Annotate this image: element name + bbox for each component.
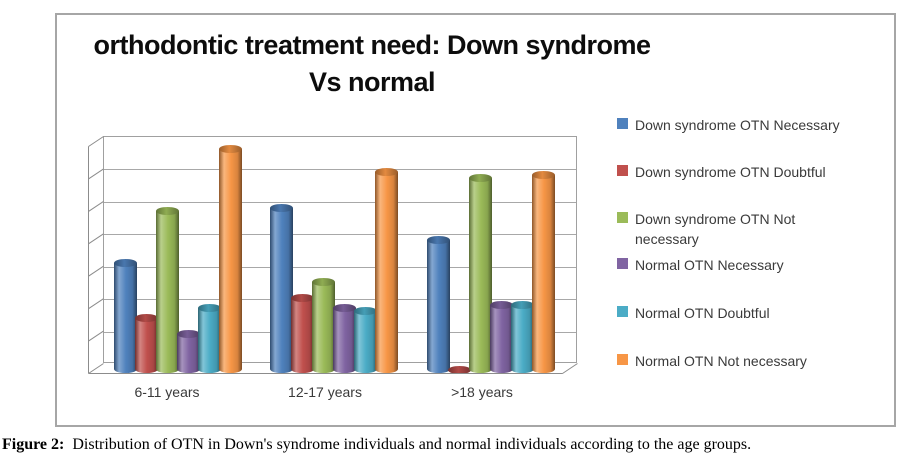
- cylinder-bar-s1-c2: [448, 365, 471, 374]
- legend-label: Down syndrome OTN Not necessary: [635, 211, 796, 247]
- figure-caption: Figure 2: Distribution of OTN in Down's …: [2, 436, 902, 454]
- cylinder-top: [469, 174, 492, 183]
- cylinder-top: [270, 203, 293, 212]
- cylinder-bar-s1-c1: [291, 294, 314, 373]
- legend-item-2: Down syndrome OTN Not necessary: [617, 209, 847, 249]
- cylinder-top: [532, 171, 555, 180]
- legend-item-0: Down syndrome OTN Necessary: [617, 115, 847, 135]
- cylinder-top: [177, 330, 200, 339]
- cylinder-top: [156, 206, 179, 215]
- gridline: [104, 169, 576, 170]
- cylinder-top: [427, 236, 450, 245]
- cylinder-top: [312, 278, 335, 287]
- legend-swatch: [617, 118, 628, 129]
- cylinder-bar-s3-c1: [333, 304, 356, 373]
- legend-label: Down syndrome OTN Necessary: [635, 117, 840, 133]
- cylinder-bar-s5-c0: [219, 145, 242, 373]
- legend-swatch: [617, 212, 628, 223]
- cylinder-bar-s4-c2: [511, 300, 534, 373]
- legend: Down syndrome OTN Necessary Down syndrome…: [617, 15, 867, 429]
- cylinder-top: [291, 294, 314, 303]
- cylinder-top: [354, 307, 377, 316]
- legend-item-4: Normal OTN Doubtful: [617, 303, 847, 323]
- chart-title-line2: Vs normal: [308, 67, 436, 97]
- cylinder-bar-s2-c2: [469, 174, 492, 373]
- legend-swatch: [617, 258, 628, 269]
- cylinder-top: [511, 300, 534, 309]
- cylinder-top: [375, 167, 398, 176]
- cylinder-bar-s4-c0: [198, 304, 221, 373]
- cylinder-top: [448, 365, 471, 374]
- cylinder-bar-s4-c1: [354, 307, 377, 373]
- gridline: [104, 234, 576, 235]
- cylinder-top: [114, 258, 137, 267]
- cylinder-bar-s5-c1: [375, 167, 398, 373]
- cylinder-bar-s1-c0: [135, 313, 158, 373]
- x-axis-label-1: 12-17 years: [288, 384, 362, 400]
- cylinder-top: [219, 145, 242, 154]
- legend-swatch: [617, 165, 628, 176]
- cylinder-top: [490, 300, 513, 309]
- cylinder-top: [198, 304, 221, 313]
- figure-caption-label: Figure 2:: [2, 436, 65, 453]
- bars-layer: [88, 136, 608, 386]
- gridline: [104, 267, 576, 268]
- plot-area: 6-11 years 12-17 years >18 years: [88, 136, 608, 406]
- x-axis-label-2: >18 years: [451, 384, 513, 400]
- legend-label: Normal OTN Necessary: [635, 257, 784, 273]
- cylinder-bar-s2-c1: [312, 278, 335, 373]
- cylinder-bar-s2-c0: [156, 206, 179, 373]
- chart-title-line1: orthodontic treatment need: Down syndrom…: [93, 30, 651, 60]
- gridline: [104, 299, 576, 300]
- chart-title: orthodontic treatment need: Down syndrom…: [57, 27, 687, 101]
- legend-item-1: Down syndrome OTN Doubtful: [617, 162, 847, 182]
- cylinder-bar-s5-c2: [532, 171, 555, 373]
- legend-item-5: Normal OTN Not necessary: [617, 351, 847, 371]
- legend-label: Normal OTN Not necessary: [635, 353, 807, 369]
- legend-item-3: Normal OTN Necessary: [617, 255, 847, 275]
- legend-swatch: [617, 306, 628, 317]
- cylinder-bar-s0-c2: [427, 236, 450, 373]
- legend-label: Normal OTN Doubtful: [635, 305, 770, 321]
- figure-caption-text: Distribution of OTN in Down's syndrome i…: [72, 436, 752, 453]
- legend-swatch: [617, 354, 628, 365]
- gridline: [104, 202, 576, 203]
- chart-area: orthodontic treatment need: Down syndrom…: [55, 13, 896, 427]
- cylinder-top: [333, 304, 356, 313]
- legend-label: Down syndrome OTN Doubtful: [635, 164, 826, 180]
- cylinder-top: [135, 313, 158, 322]
- cylinder-bar-s3-c2: [490, 300, 513, 373]
- x-axis-label-0: 6-11 years: [134, 384, 200, 400]
- cylinder-bar-s0-c0: [114, 258, 137, 373]
- cylinder-bar-s0-c1: [270, 203, 293, 373]
- cylinder-bar-s3-c0: [177, 330, 200, 373]
